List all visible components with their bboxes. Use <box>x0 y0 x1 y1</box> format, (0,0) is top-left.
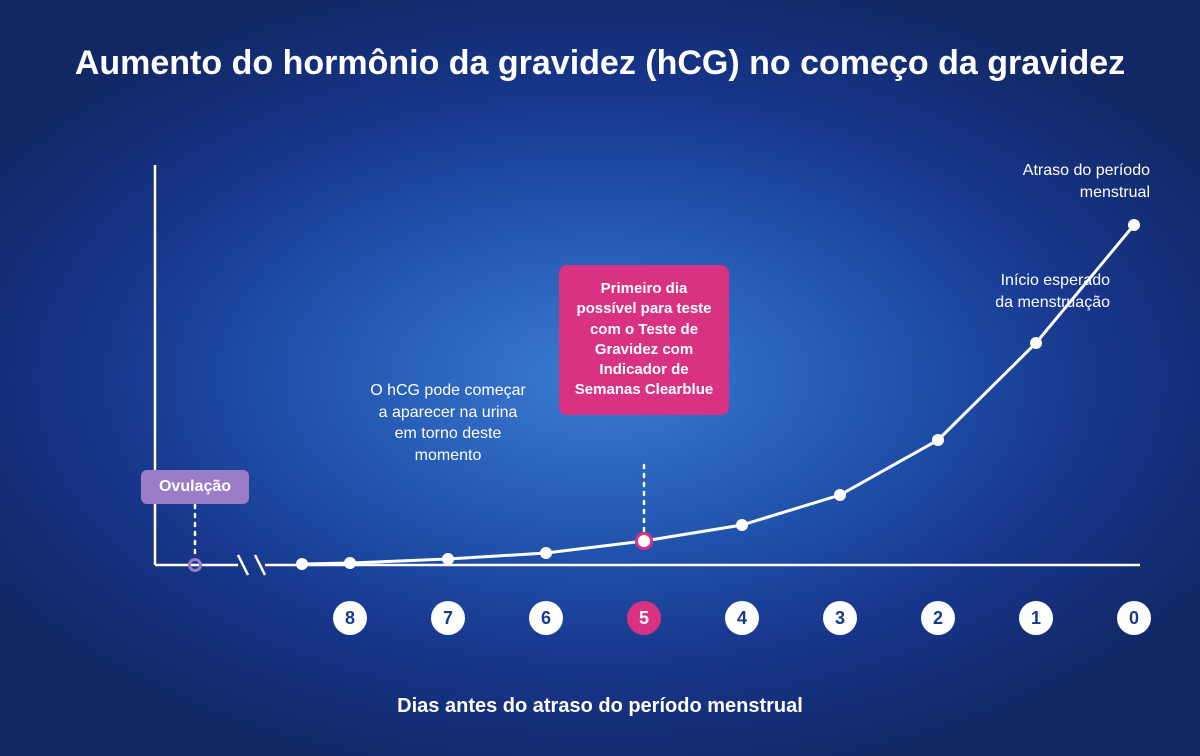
data-point-3 <box>540 547 552 559</box>
data-point-5 <box>736 519 748 531</box>
data-point-8 <box>1030 337 1042 349</box>
x-tick-7: 7 <box>431 601 465 635</box>
data-point-2 <box>442 553 454 565</box>
x-tick-2: 2 <box>921 601 955 635</box>
annotation-text: Atraso do período menstrual <box>1023 162 1150 201</box>
annotation-first-test-day: Primeiro dia possível para teste com o T… <box>559 265 729 415</box>
annotation-text: Primeiro dia possível para teste com o T… <box>575 280 713 398</box>
data-point-4 <box>635 532 653 550</box>
ovulation-badge: Ovulação <box>141 470 249 504</box>
x-tick-3: 3 <box>823 601 857 635</box>
data-point-0 <box>296 558 308 570</box>
x-tick-5: 5 <box>627 601 661 635</box>
data-point-6 <box>834 489 846 501</box>
annotation-hcg-appears: O hCG pode começar a aparecer na urina e… <box>368 380 528 466</box>
chart-area: Ovulação O hCG pode começar a aparecer n… <box>110 165 1140 645</box>
x-tick-8: 8 <box>333 601 367 635</box>
x-axis-label: Dias antes do atraso do período menstrua… <box>0 695 1200 718</box>
x-tick-6: 6 <box>529 601 563 635</box>
annotation-missed-period: Atraso do período menstrual <box>1000 160 1150 203</box>
annotation-text: Início esperado da menstruação <box>995 272 1110 311</box>
data-point-9 <box>1128 219 1140 231</box>
chart-title: Aumento do hormônio da gravidez (hCG) no… <box>0 42 1200 85</box>
x-tick-4: 4 <box>725 601 759 635</box>
annotation-expected-period: Início esperado da menstruação <box>980 270 1110 313</box>
ovulation-marker <box>188 558 202 572</box>
data-point-7 <box>932 434 944 446</box>
data-point-1 <box>344 557 356 569</box>
x-tick-1: 1 <box>1019 601 1053 635</box>
annotation-text: O hCG pode começar a aparecer na urina e… <box>370 382 526 464</box>
x-tick-0: 0 <box>1117 601 1151 635</box>
